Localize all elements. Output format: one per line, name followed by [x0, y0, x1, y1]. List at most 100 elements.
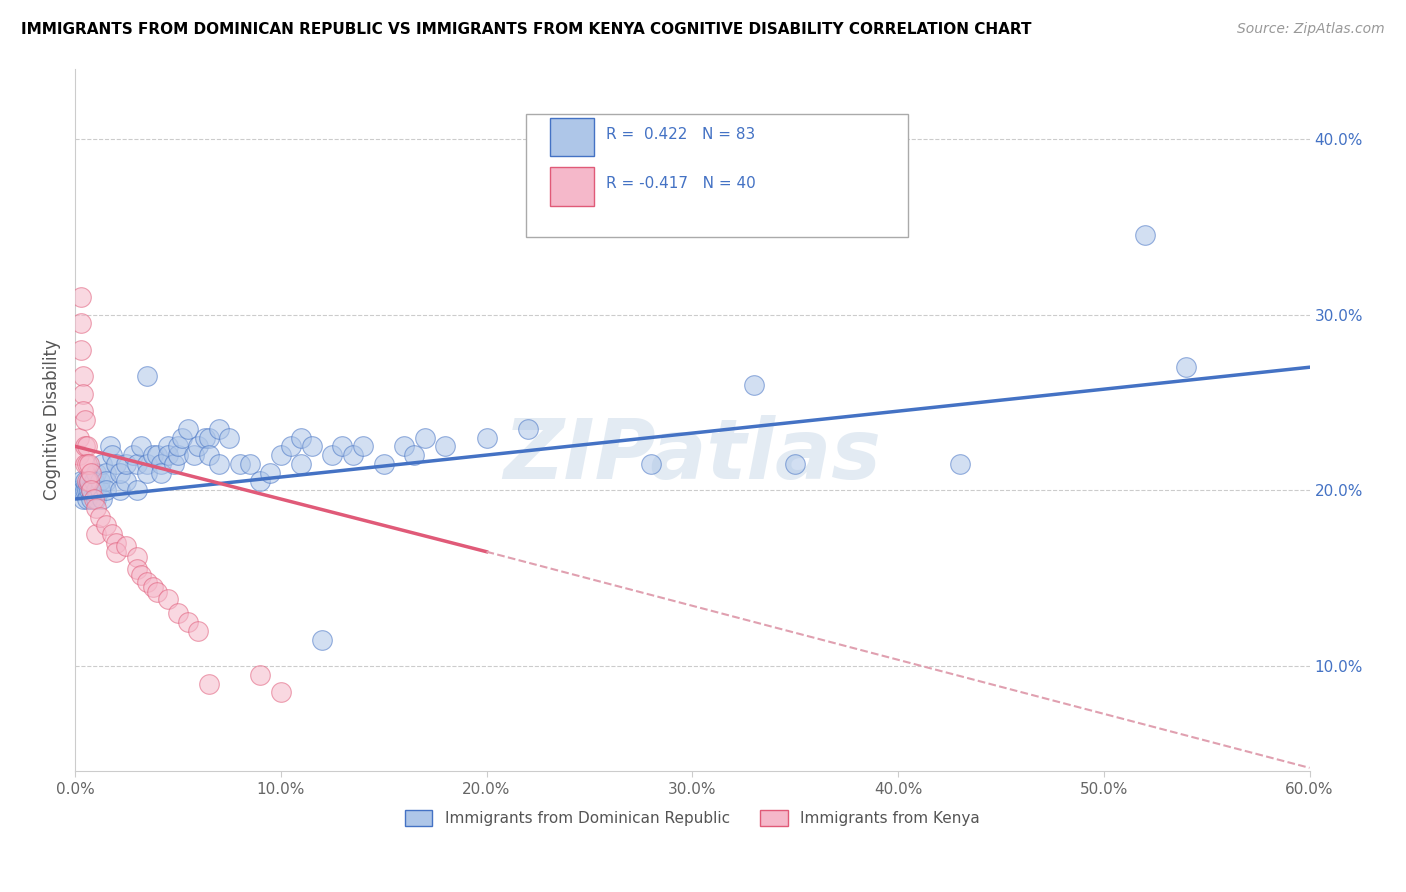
Point	[75, 439, 97, 453]
Point	[136, 574, 159, 589]
Point	[170, 430, 193, 444]
Point	[67, 448, 90, 462]
FancyBboxPatch shape	[526, 114, 908, 237]
Point	[84, 491, 107, 506]
Point	[270, 448, 292, 462]
Point	[84, 466, 107, 480]
Point	[187, 624, 209, 638]
Point	[197, 430, 219, 444]
Point	[475, 430, 498, 444]
Point	[125, 549, 148, 564]
Point	[70, 316, 93, 330]
Point	[194, 430, 217, 444]
Point	[332, 439, 354, 453]
Point	[76, 475, 98, 489]
Point	[259, 466, 281, 480]
Text: IMMIGRANTS FROM DOMINICAN REPUBLIC VS IMMIGRANTS FROM KENYA COGNITIVE DISABILITY: IMMIGRANTS FROM DOMINICAN REPUBLIC VS IM…	[21, 22, 1032, 37]
Point	[1175, 360, 1198, 375]
Point	[84, 483, 107, 498]
Point	[352, 439, 374, 453]
Point	[105, 536, 128, 550]
FancyBboxPatch shape	[550, 118, 593, 156]
Point	[125, 457, 148, 471]
Point	[105, 457, 128, 471]
Point	[98, 439, 121, 453]
Point	[434, 439, 457, 453]
Point	[142, 448, 165, 462]
Point	[110, 483, 132, 498]
Point	[89, 475, 111, 489]
Point	[75, 413, 97, 427]
Point	[156, 592, 179, 607]
Point	[270, 685, 292, 699]
Point	[94, 466, 117, 480]
Point	[101, 448, 124, 462]
Point	[121, 448, 143, 462]
Legend: Immigrants from Dominican Republic, Immigrants from Kenya: Immigrants from Dominican Republic, Immi…	[396, 803, 987, 834]
Point	[94, 483, 117, 498]
Point	[72, 491, 94, 506]
Point	[76, 491, 98, 506]
Point	[70, 475, 93, 489]
Point	[67, 483, 90, 498]
Point	[249, 667, 271, 681]
Point	[70, 290, 93, 304]
Point	[1133, 228, 1156, 243]
Point	[70, 343, 93, 357]
Point	[785, 457, 807, 471]
Point	[75, 457, 97, 471]
Point	[156, 448, 179, 462]
Point	[94, 518, 117, 533]
Point	[146, 448, 169, 462]
Point	[110, 466, 132, 480]
Point	[90, 457, 112, 471]
Text: ZIPatlas: ZIPatlas	[503, 415, 882, 496]
Point	[129, 567, 152, 582]
Point	[949, 457, 972, 471]
Point	[72, 404, 94, 418]
Point	[150, 466, 173, 480]
Point	[72, 483, 94, 498]
Point	[239, 457, 262, 471]
Point	[80, 483, 103, 498]
Point	[75, 483, 97, 498]
Point	[249, 475, 271, 489]
Point	[177, 422, 200, 436]
Point	[76, 439, 98, 453]
Point	[167, 439, 190, 453]
Point	[208, 422, 231, 436]
Point	[75, 475, 97, 489]
Point	[89, 509, 111, 524]
Point	[84, 500, 107, 515]
Point	[67, 430, 90, 444]
Point	[115, 475, 138, 489]
Point	[150, 457, 173, 471]
Text: R = -0.417   N = 40: R = -0.417 N = 40	[606, 177, 755, 191]
Point	[72, 386, 94, 401]
Point	[321, 448, 343, 462]
Point	[311, 632, 333, 647]
Point	[197, 676, 219, 690]
Point	[115, 457, 138, 471]
Point	[342, 448, 364, 462]
Point	[80, 491, 103, 506]
Point	[142, 580, 165, 594]
Point	[167, 606, 190, 620]
Point	[413, 430, 436, 444]
Point	[197, 448, 219, 462]
Point	[392, 439, 415, 453]
Point	[90, 491, 112, 506]
Point	[76, 457, 98, 471]
Point	[115, 540, 138, 554]
Point	[83, 475, 105, 489]
Text: R =  0.422   N = 83: R = 0.422 N = 83	[606, 127, 755, 142]
Point	[101, 527, 124, 541]
Point	[79, 457, 101, 471]
Point	[79, 475, 101, 489]
Point	[136, 466, 159, 480]
Point	[187, 439, 209, 453]
Point	[516, 422, 538, 436]
Point	[301, 439, 323, 453]
Point	[163, 457, 186, 471]
Point	[125, 483, 148, 498]
